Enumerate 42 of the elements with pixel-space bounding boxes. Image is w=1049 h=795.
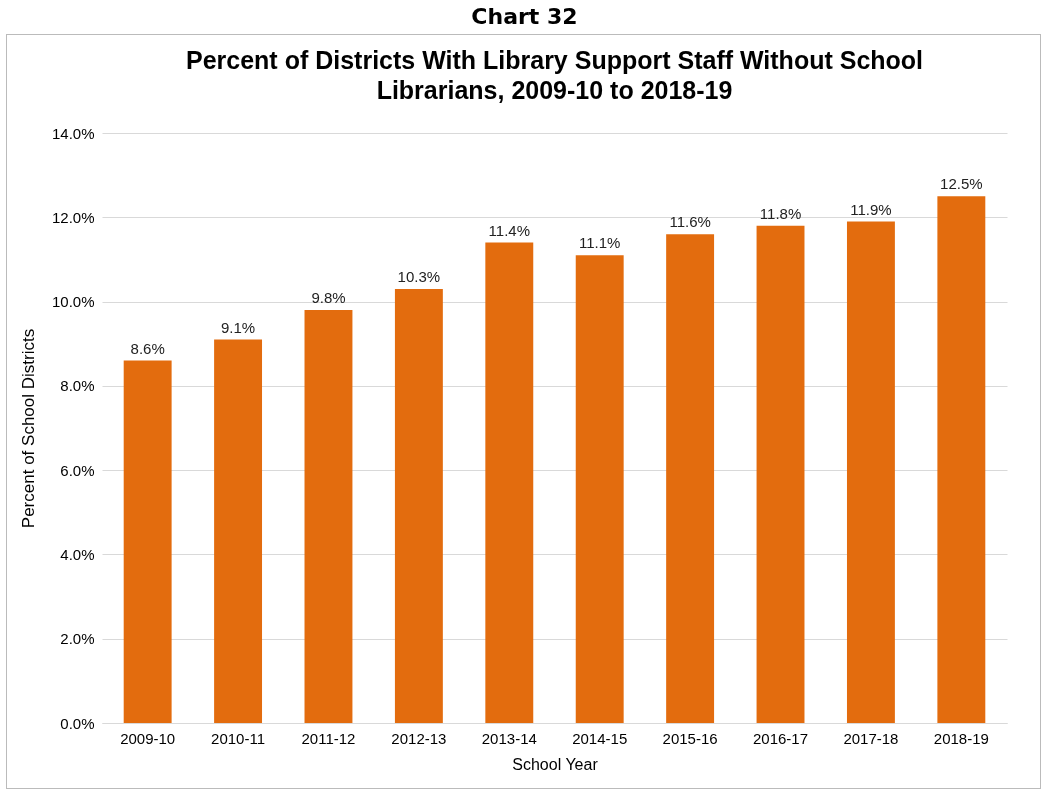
y-tick-label: 4.0% <box>60 545 95 563</box>
caption: Chart 32 <box>470 3 579 31</box>
y-tick-label: 8.0% <box>60 377 95 395</box>
x-tick-label: 2018-19 <box>933 729 989 747</box>
data-label: 10.3% <box>397 267 441 285</box>
data-label: 9.8% <box>311 289 346 306</box>
x-axis-title: School Year <box>512 755 599 773</box>
data-label: 9.1% <box>220 318 256 336</box>
bar <box>756 225 805 723</box>
data-label: 11.6% <box>669 213 711 231</box>
bar <box>937 196 986 723</box>
y-tick-label: 12.0% <box>51 208 95 226</box>
x-tick-label: 2017-18 <box>843 729 899 747</box>
y-tick-label: 14.0% <box>51 124 95 142</box>
y-tick-label: 6.0% <box>60 461 95 479</box>
x-tick-label: 2012-13 <box>391 729 447 747</box>
x-tick-label: 2009-10 <box>120 729 176 747</box>
y-tick-label: 10.0% <box>51 293 95 311</box>
x-tick-label: 2015-16 <box>662 729 718 747</box>
data-label: 11.8% <box>759 204 802 222</box>
bar <box>214 339 263 723</box>
bar <box>123 360 172 723</box>
x-tick-label: 2010-11 <box>211 729 266 747</box>
y-axis-title: Percent of School Districts <box>18 328 38 529</box>
data-label: 8.6% <box>130 339 165 357</box>
data-label: 11.9% <box>850 200 892 218</box>
y-tick-label: 2.0% <box>60 630 95 648</box>
bar <box>846 221 895 723</box>
x-tick-label: 2016-17 <box>752 729 809 747</box>
bar <box>666 234 715 723</box>
bar <box>304 310 353 723</box>
x-tick-label: 2014-15 <box>572 729 628 747</box>
chart-title: Percent of Districts With Library Support Staff Without School Librarians, 2009-10 to 2018-19 <box>185 46 924 104</box>
y-tick-label: 0.0% <box>60 714 95 732</box>
bar <box>394 288 443 723</box>
bar <box>485 242 534 723</box>
data-label: 11.1% <box>578 234 621 252</box>
bar <box>575 255 624 723</box>
x-tick-label: 2013-14 <box>481 729 537 747</box>
data-label: 11.4% <box>488 221 531 239</box>
data-label: 12.5% <box>940 175 983 193</box>
x-tick-label: 2011-12 <box>301 729 356 747</box>
